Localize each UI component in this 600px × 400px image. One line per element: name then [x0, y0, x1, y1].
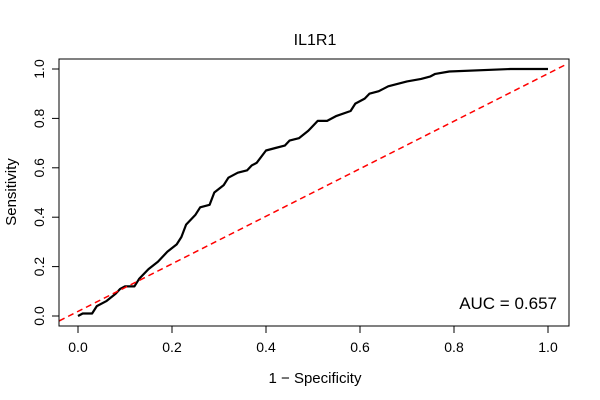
- x-tick-label: 0.2: [162, 339, 182, 355]
- x-tick-label: 0.6: [350, 339, 370, 355]
- auc-annotation: AUC = 0.657: [459, 294, 557, 313]
- y-tick-label: 1.0: [31, 59, 47, 79]
- x-tick-label: 1.0: [538, 339, 558, 355]
- plot-frame: [58, 58, 570, 327]
- y-axis-title: Sensitivity: [3, 158, 20, 226]
- y-tick-label: 0.6: [31, 158, 47, 178]
- x-tick-label: 0.8: [444, 339, 464, 355]
- y-tick-label: 0.0: [31, 306, 47, 326]
- y-tick-label: 0.2: [31, 257, 47, 277]
- x-tick-label: 0.0: [68, 339, 88, 355]
- roc-curve-line: [77, 67, 548, 317]
- y-tick-label: 0.4: [31, 207, 47, 227]
- chart-title: IL1R1: [294, 32, 337, 49]
- chance-diagonal-line: [59, 63, 568, 322]
- x-tick-label: 0.4: [256, 339, 276, 355]
- x-axis-title: 1 − Specificity: [269, 370, 362, 387]
- y-tick-label: 0.8: [31, 108, 47, 128]
